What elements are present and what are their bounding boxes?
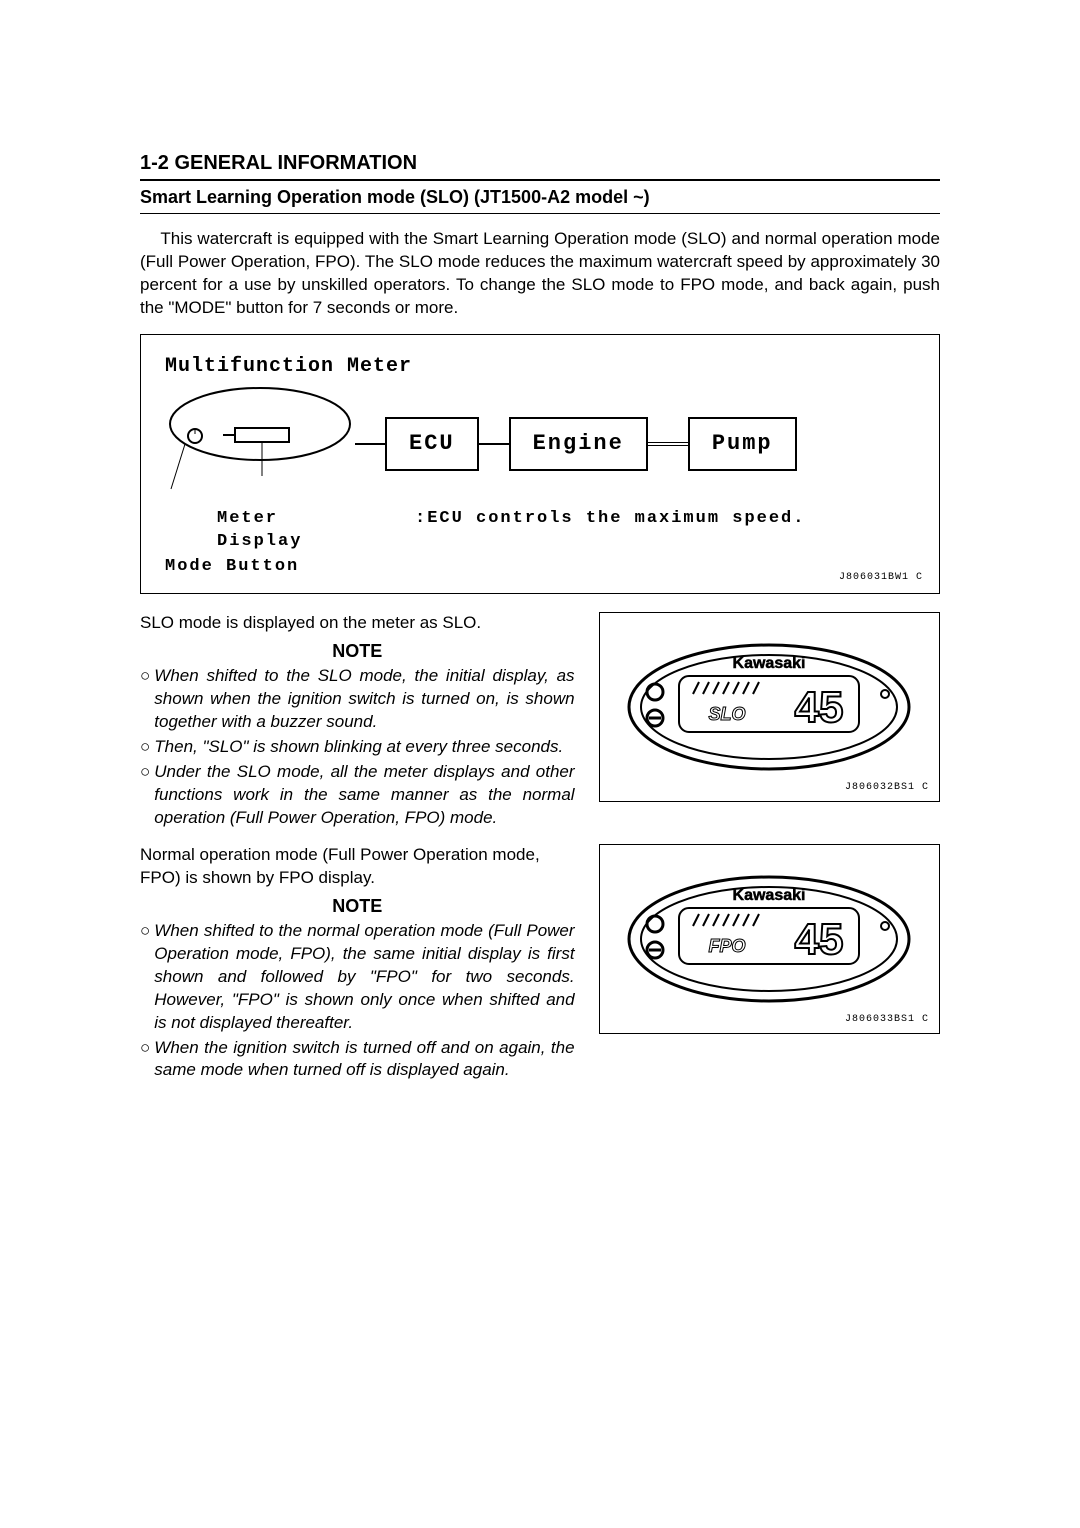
- meter-panel-fpo: Kawasaki FPO 45 J806033BS1 C: [599, 844, 940, 1034]
- meter-fpo-icon: Kawasaki FPO 45: [619, 864, 919, 1014]
- multifunction-meter-icon: [165, 384, 355, 504]
- engine-box: Engine: [509, 417, 648, 471]
- fpo-text-column: Normal operation mode (Full Power Operat…: [140, 844, 575, 1085]
- rule-thick: [140, 179, 940, 181]
- bullet-icon: ○: [140, 920, 150, 1035]
- rule-thin: [140, 213, 940, 214]
- figure-id: J806033BS1 C: [845, 1013, 929, 1027]
- fpo-section: Normal operation mode (Full Power Operat…: [140, 844, 940, 1085]
- note-text: When shifted to the normal operation mod…: [154, 920, 574, 1035]
- svg-text:45: 45: [795, 915, 844, 964]
- note-heading: NOTE: [140, 639, 575, 663]
- note-item: ○ Under the SLO mode, all the meter disp…: [140, 761, 575, 830]
- svg-text:SLO: SLO: [709, 704, 746, 724]
- figure-id: J806031BW1 C: [839, 571, 923, 585]
- slo-lead: SLO mode is displayed on the meter as SL…: [140, 612, 575, 635]
- diagram-flow-row: ECU Engine Pump: [165, 384, 915, 504]
- svg-text:Kawasaki: Kawasaki: [733, 655, 806, 672]
- ecu-box: ECU: [385, 417, 479, 471]
- bullet-icon: ○: [140, 1037, 150, 1083]
- subheading: Smart Learning Operation mode (SLO) (JT1…: [140, 185, 940, 209]
- note-item: ○ When shifted to the normal operation m…: [140, 920, 575, 1035]
- note-text: When shifted to the SLO mode, the initia…: [154, 665, 574, 734]
- meter-display-label: Meter Display: [217, 508, 355, 554]
- bullet-icon: ○: [140, 736, 150, 759]
- note-item: ○ When shifted to the SLO mode, the init…: [140, 665, 575, 734]
- connector-line: [355, 443, 385, 445]
- note-text: Under the SLO mode, all the meter displa…: [154, 761, 574, 830]
- diagram-bottom-row: Meter Display :ECU controls the maximum …: [165, 508, 915, 554]
- section-number: 1-2 GENERAL INFORMATION: [140, 150, 940, 177]
- diagram-title: Multifunction Meter: [165, 353, 915, 380]
- bullet-icon: ○: [140, 665, 150, 734]
- block-diagram: Multifunction Meter ECU Engine Pump Mete…: [140, 334, 940, 594]
- connector-line: [479, 443, 509, 445]
- svg-text:FPO: FPO: [709, 936, 746, 956]
- connector-double-line: [648, 442, 688, 446]
- note-text: Then, "SLO" is shown blinking at every t…: [154, 736, 574, 759]
- mode-button-label: Mode Button: [165, 556, 915, 579]
- slo-text-column: SLO mode is displayed on the meter as SL…: [140, 612, 575, 832]
- intro-paragraph: This watercraft is equipped with the Sma…: [140, 228, 940, 320]
- fpo-lead: Normal operation mode (Full Power Operat…: [140, 844, 575, 890]
- svg-text:Kawasaki: Kawasaki: [733, 887, 806, 904]
- svg-text:45: 45: [795, 683, 844, 732]
- figure-id: J806032BS1 C: [845, 781, 929, 795]
- pump-box: Pump: [688, 417, 797, 471]
- bullet-icon: ○: [140, 761, 150, 830]
- slo-section: SLO mode is displayed on the meter as SL…: [140, 612, 940, 832]
- meter-panel-slo: Kawasaki SLO 45: [599, 612, 940, 802]
- note-text: When the ignition switch is turned off a…: [154, 1037, 574, 1083]
- fpo-image-column: Kawasaki FPO 45 J806033BS1 C: [599, 844, 940, 1085]
- note-item: ○ When the ignition switch is turned off…: [140, 1037, 575, 1083]
- ecu-controls-note: :ECU controls the maximum speed.: [415, 508, 915, 531]
- meter-slo-icon: Kawasaki SLO 45: [619, 632, 919, 782]
- note-heading: NOTE: [140, 894, 575, 918]
- slo-image-column: Kawasaki SLO 45: [599, 612, 940, 832]
- note-item: ○ Then, "SLO" is shown blinking at every…: [140, 736, 575, 759]
